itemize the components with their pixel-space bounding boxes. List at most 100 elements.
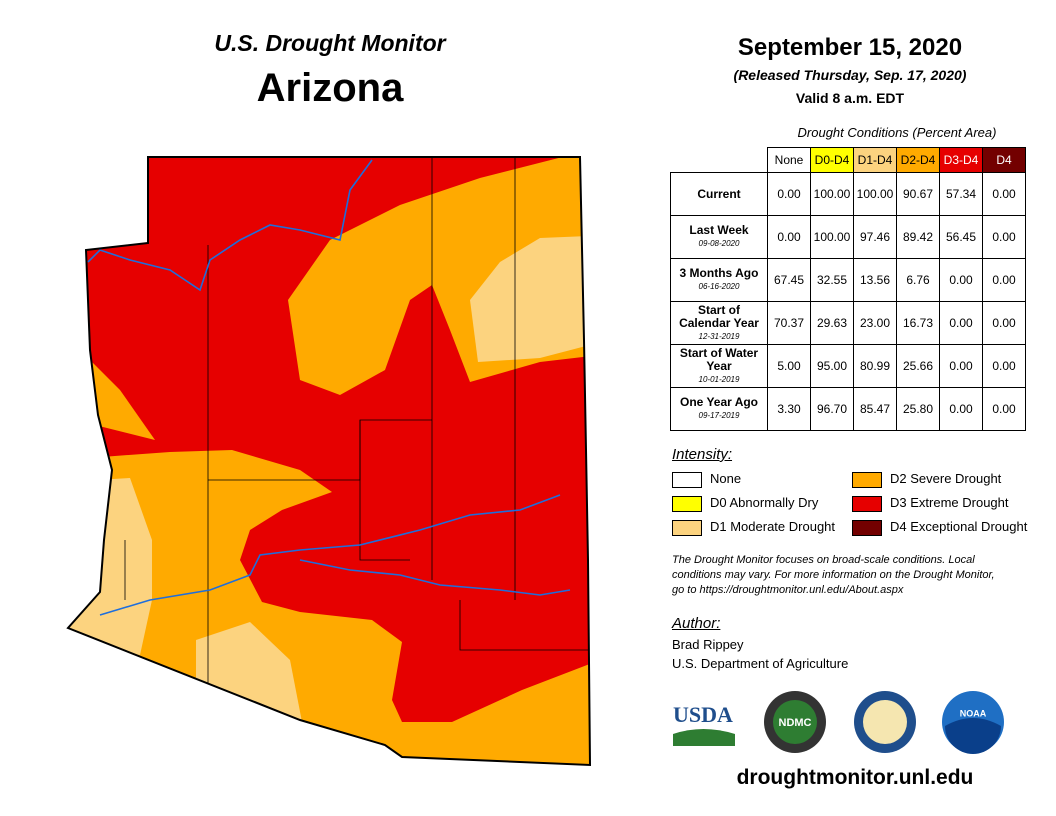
row-label-text: Current [697,186,741,201]
cell: 32.55 [810,258,854,302]
note: The Drought Monitor focuses on broad-sca… [672,554,995,596]
legend-swatch [672,520,702,536]
header-row: None D0-D4 D1-D4 D2-D4 D3-D4 D4 [671,147,1026,173]
valid-time: Valid 8 a.m. EDT [795,90,905,106]
cell: 89.42 [896,215,940,259]
legend-swatch [672,472,702,488]
row-date: 12-31-2019 [698,331,740,341]
cell: 25.80 [896,387,940,431]
cell: 0.00 [939,301,983,345]
map-date: September 15, 2020 [737,34,963,61]
cell: 70.37 [767,301,811,345]
cell: 67.45 [767,258,811,302]
cell: 96.70 [810,387,854,431]
row-label-text: Last Week [689,223,749,237]
cell: 5.00 [767,344,811,388]
column-header: D0-D4 [810,147,854,173]
release-date: (Released Thursday, Sep. 17, 2020) [733,67,967,83]
cell: 100.00 [810,172,854,216]
cell: 90.67 [896,172,940,216]
legend-label: D2 Severe Drought [890,471,1002,486]
logos: USDA NDMC NOAA [673,691,1004,754]
legend-label: D1 Moderate Drought [710,519,836,534]
legend-label: D4 Exceptional Drought [890,519,1028,534]
cell: 85.47 [853,387,897,431]
row-label-text: One Year Ago [679,395,759,409]
author-name: Brad Rippey [672,637,744,652]
table-caption: Drought Conditions (Percent Area) [797,125,997,140]
row-date: 09-08-2020 [698,239,740,248]
row-label: Current [670,172,768,216]
cell: 80.99 [853,344,897,388]
author-org: U.S. Department of Agriculture [672,656,849,671]
cell: 0.00 [982,301,1026,345]
column-header: D1-D4 [853,147,897,173]
map [66,156,592,767]
row-label: One Year Ago 09-17-2019 [670,387,768,431]
state-name: Arizona [256,66,404,110]
legend-swatch [852,520,882,536]
legend-title: Intensity: [672,446,733,463]
stats-table: None D0-D4 D1-D4 D2-D4 D3-D4 D4 Current 0.00 100… [670,147,1026,431]
cell: 0.00 [982,258,1026,302]
ndmc-inner [773,700,817,744]
cell: 0.00 [767,215,811,259]
row-label: 3 Months Ago 06-16-2020 [670,258,768,302]
cell: 57.34 [939,172,983,216]
row-date: 10-01-2019 [698,374,740,384]
row-date: 06-16-2020 [698,282,740,291]
cell: 0.00 [767,172,811,216]
cell: 0.00 [939,258,983,302]
title: U.S. Drought Monitor [214,30,446,56]
row-label: Start of Water Year 10-01-2019 [670,344,768,388]
row-label-text: 3 Months Ago [679,266,759,280]
cell: 13.56 [853,258,897,302]
website: droughtmonitor.unl.edu [736,766,974,789]
doc-inner [863,700,907,744]
usda-logo: USDA [673,702,733,727]
cell: 0.00 [939,387,983,431]
cell: 25.66 [896,344,940,388]
cell: 0.00 [982,215,1026,259]
legend-label: D3 Extreme Drought [890,495,1009,510]
column-header: D4 [982,147,1026,173]
data-row: Last Week 09-08-2020 0.00 100.00 97.46 89.42 5… [670,215,1026,259]
column-header: D2-D4 [896,147,940,173]
legend-swatch [852,496,882,512]
data-row: One Year Ago 09-17-2019 3.30 96.70 85.47 25.8… [670,387,1026,431]
row-label-text: Start of Water Year [679,345,759,373]
cell: 97.46 [853,215,897,259]
legend-swatch [852,472,882,488]
cell: 6.76 [896,258,940,302]
cell: 29.63 [810,301,854,345]
column-header: None [767,147,811,173]
data-row: Start of Water Year 10-01-2019 5.00 95.00 80… [670,344,1026,388]
cell: 0.00 [982,172,1026,216]
data-row: Current 0.00 100.00 100.00 90.67 57.34 0.00 [670,172,1026,216]
data-row: 3 Months Ago 06-16-2020 67.45 32.55 13.56 6.7… [670,258,1026,302]
author-heading: Author: [672,615,721,632]
cell: 16.73 [896,301,940,345]
ndmc-logo: NDMC [779,717,812,729]
cell: 3.30 [767,387,811,431]
row-label: Start of Calendar Year 12-31-2019 [670,301,768,345]
cell: 23.00 [853,301,897,345]
usda-swoosh [673,729,735,746]
cell: 95.00 [810,344,854,388]
cell: 100.00 [853,172,897,216]
cell: 0.00 [939,344,983,388]
column-header: D3-D4 [939,147,983,173]
cell: 0.00 [982,344,1026,388]
corner [671,148,768,173]
data-row: Start of Calendar Year 12-31-2019 70.37 29.… [670,301,1026,345]
legend-label: None [710,471,742,486]
cell: 0.00 [982,387,1026,431]
row-label-text: Start of Calendar Year [679,302,759,330]
legend-swatch [672,496,702,512]
cell: 100.00 [810,215,854,259]
row-date: 09-17-2019 [698,411,740,420]
noaa-logo: NOAA [960,708,987,718]
cell: 56.45 [939,215,983,259]
legend-label: D0 Abnormally Dry [710,495,819,510]
